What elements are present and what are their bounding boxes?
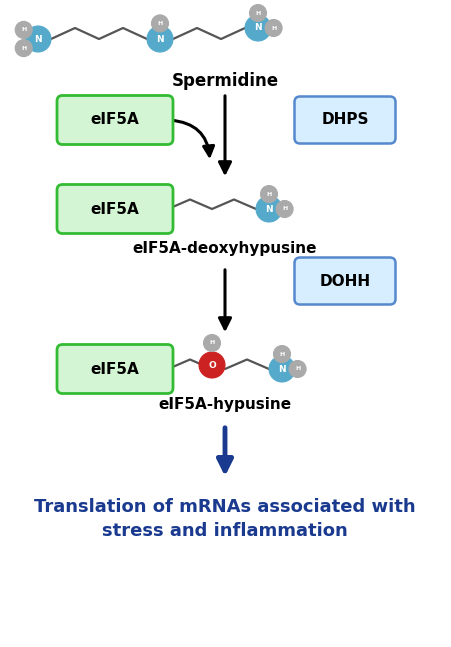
Circle shape (273, 345, 290, 362)
Text: N: N (156, 34, 164, 43)
Circle shape (199, 352, 225, 378)
FancyBboxPatch shape (57, 184, 173, 234)
Text: Spermidine: Spermidine (171, 72, 279, 90)
Circle shape (203, 334, 221, 351)
Circle shape (15, 39, 32, 56)
Circle shape (261, 186, 277, 203)
Text: eIF5A-deoxyhypusine: eIF5A-deoxyhypusine (133, 241, 317, 256)
Text: eIF5A: eIF5A (91, 362, 139, 377)
Circle shape (276, 201, 293, 217)
Text: N: N (265, 204, 273, 214)
FancyBboxPatch shape (295, 258, 396, 305)
Text: eIF5A-hypusine: eIF5A-hypusine (158, 397, 291, 413)
Circle shape (15, 21, 32, 38)
FancyBboxPatch shape (295, 96, 396, 144)
Text: H: H (21, 45, 26, 50)
Text: Translation of mRNAs associated with
stress and inflammation: Translation of mRNAs associated with str… (34, 498, 416, 540)
Text: H: H (282, 206, 287, 212)
Text: H: H (267, 192, 272, 197)
Circle shape (265, 19, 282, 36)
Text: H: H (209, 340, 215, 345)
Text: H: H (157, 21, 163, 26)
FancyBboxPatch shape (57, 96, 173, 144)
Text: N: N (34, 34, 42, 43)
Text: H: H (279, 351, 285, 356)
Text: H: H (255, 10, 261, 16)
Circle shape (245, 15, 271, 41)
Circle shape (289, 360, 306, 377)
Text: DHPS: DHPS (321, 113, 369, 127)
Text: eIF5A: eIF5A (91, 201, 139, 217)
Text: H: H (295, 366, 300, 371)
Text: DOHH: DOHH (319, 274, 371, 289)
Text: H: H (271, 25, 276, 30)
FancyBboxPatch shape (57, 344, 173, 393)
Circle shape (25, 26, 51, 52)
Circle shape (147, 26, 173, 52)
Circle shape (256, 196, 282, 222)
Text: N: N (254, 23, 262, 32)
Text: N: N (278, 364, 286, 373)
Text: H: H (21, 27, 26, 32)
Circle shape (249, 5, 267, 21)
Circle shape (269, 356, 295, 382)
Text: eIF5A: eIF5A (91, 113, 139, 127)
Text: O: O (208, 360, 216, 369)
Circle shape (152, 15, 169, 32)
